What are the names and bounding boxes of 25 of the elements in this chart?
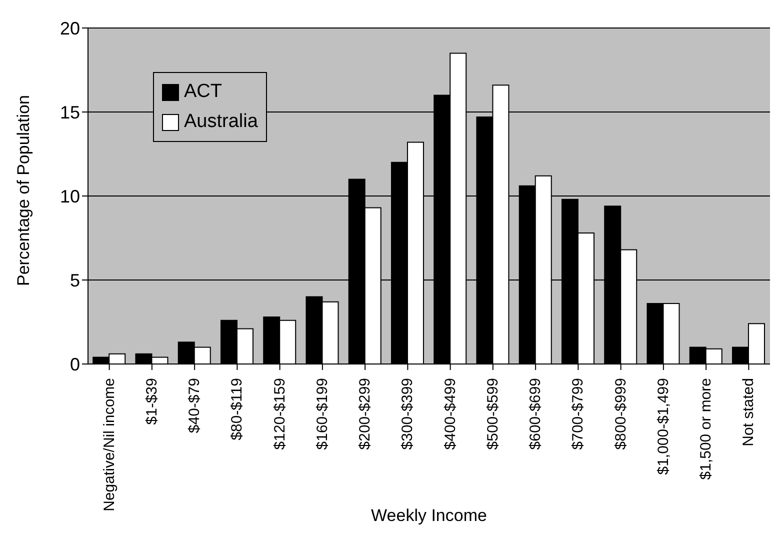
y-tick-label: 5 — [70, 270, 80, 290]
x-tick-label: $200-$299 — [356, 378, 374, 450]
x-tick-label: $1-$39 — [143, 378, 160, 425]
y-tick-label: 20 — [60, 18, 80, 38]
x-tick-label: $300-$399 — [399, 378, 416, 450]
x-tick-label: $80-$119 — [228, 378, 246, 440]
x-tick-label: $800-$999 — [612, 378, 630, 450]
x-tick-label: $1,000-$1,499 — [654, 378, 672, 475]
x-tick-label: $700-$799 — [570, 378, 587, 450]
x-tick-label: $600-$699 — [527, 378, 544, 450]
x-tick-label: Not stated — [740, 378, 758, 446]
x-tick-label: $400-$499 — [442, 378, 459, 450]
x-tick-label: $40-$79 — [186, 378, 204, 434]
x-tick-label: $500-$599 — [484, 378, 502, 450]
x-tick-label: $120-$159 — [271, 378, 288, 450]
legend-label: Australia — [184, 110, 258, 134]
x-tick-label: Negative/Nil income — [100, 378, 118, 512]
y-tick-label: 10 — [60, 186, 80, 206]
y-tick-label: 15 — [60, 102, 80, 122]
x-tick-label: $160-$199 — [314, 378, 331, 450]
y-axis-title: Percentage of Population — [14, 95, 34, 286]
legend-label: ACT — [184, 80, 222, 104]
x-axis-title: Weekly Income — [371, 506, 487, 525]
x-tick-label: $1,500 or more — [698, 378, 715, 480]
y-tick-label: 0 — [70, 354, 80, 374]
